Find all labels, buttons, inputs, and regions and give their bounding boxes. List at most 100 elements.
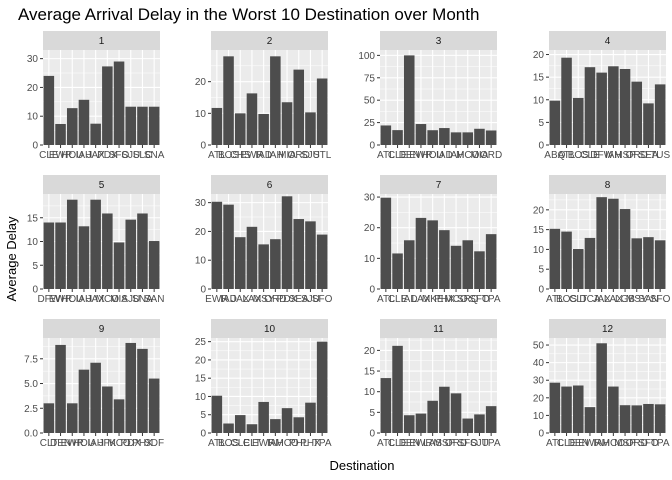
x-tick-label: CLE: [39, 150, 59, 161]
x-tick-label: IAH: [605, 150, 622, 161]
x-tick-label: JAX: [86, 150, 105, 161]
y-tick-label: 5: [538, 118, 544, 129]
facet-strip: [43, 31, 160, 50]
y-tick-label: 25: [195, 337, 207, 348]
bar: [78, 99, 90, 145]
bar: [148, 241, 160, 289]
facet-strip-label: 8: [605, 180, 611, 191]
bar: [234, 237, 246, 289]
bar: [246, 226, 258, 289]
facet-strip-label: 4: [605, 36, 611, 47]
bar: [549, 228, 561, 289]
x-tick-label: DFW: [37, 294, 60, 305]
x-tick-label: HOU: [422, 150, 444, 161]
x-tick-label: MSP: [614, 150, 636, 161]
facet-panel: 9 0.0 2.5 5.0 7.5 CLTDENEWRHOUIAHJFKMCOPDXPHX…: [24, 319, 164, 449]
bar: [584, 407, 596, 433]
y-tick-label: 0: [538, 429, 544, 440]
bar: [380, 125, 392, 145]
x-tick-label: IAH: [593, 438, 610, 449]
facet-strip: [211, 175, 328, 194]
bar: [462, 132, 474, 145]
x-tick-label: SEA: [638, 150, 658, 161]
x-tick-label: EWR: [205, 294, 228, 305]
facet-strip-label: 11: [433, 324, 444, 335]
bar: [125, 342, 137, 433]
facet-strip: [549, 319, 666, 338]
y-tick-label: 0: [369, 141, 375, 152]
facet-strip: [549, 175, 666, 194]
bar: [427, 400, 438, 433]
bar: [619, 405, 631, 433]
x-tick-label: LAX: [604, 294, 623, 305]
y-tick-label: 0: [200, 141, 206, 152]
x-tick-label: EWR: [49, 150, 72, 161]
x-tick-label: SFO: [638, 438, 659, 449]
x-tick-label: MSP: [614, 438, 636, 449]
bar: [316, 234, 328, 289]
y-tick-label: 0: [32, 285, 38, 296]
x-tick-label: IAD: [401, 294, 418, 305]
bar: [66, 108, 78, 145]
x-tick-label: IAH: [87, 438, 104, 449]
x-tick-label: ORD: [264, 294, 286, 305]
y-tick-label: 0: [200, 285, 206, 296]
facet-strip: [211, 31, 328, 50]
x-tick-label: HOU: [61, 150, 83, 161]
bar: [66, 403, 78, 433]
x-tick-label: SAN: [638, 294, 659, 305]
bar: [403, 240, 415, 289]
x-tick-label: DEN: [399, 150, 420, 161]
x-tick-label: ORD: [288, 150, 310, 161]
x-tick-label: SDF: [144, 438, 164, 449]
facet-strip-label: 5: [99, 180, 105, 191]
x-tick-label: MSP: [434, 438, 456, 449]
y-tick-label: 2.5: [24, 404, 38, 415]
x-tick-label: PDX: [120, 438, 141, 449]
x-tick-label: TPA: [482, 294, 501, 305]
bar: [450, 132, 462, 145]
x-tick-label: LAX: [242, 294, 261, 305]
x-tick-label: LAX: [411, 294, 430, 305]
y-tick-label: 20: [533, 393, 545, 404]
x-tick-label: SJU: [121, 294, 140, 305]
bar: [643, 237, 654, 289]
bar: [43, 222, 55, 289]
y-tick-label: 0: [32, 141, 38, 152]
y-tick-label: 50: [533, 341, 545, 352]
x-tick-label: PHX: [300, 438, 321, 449]
bar: [113, 61, 125, 145]
x-tick-label: CLE: [580, 150, 600, 161]
x-tick-label: CLE: [557, 438, 577, 449]
x-tick-label: MCO: [107, 438, 131, 449]
x-tick-label: ORD: [626, 438, 648, 449]
bar: [234, 113, 246, 145]
y-tick-label: 20: [533, 205, 545, 216]
x-tick-label: TPA: [313, 438, 332, 449]
bar: [462, 418, 474, 433]
bar: [270, 419, 281, 433]
x-tick-label: ATL: [377, 438, 395, 449]
facet-panel: 3 0 25 50 75 100 ATLCLEDENEWRHOUIADIAHMCOMIAOR…: [358, 31, 502, 161]
x-tick-label: SEA: [289, 294, 309, 305]
y-tick-label: 10: [533, 245, 545, 256]
x-tick-label: SNA: [132, 294, 153, 305]
bar: [392, 345, 403, 433]
y-tick-label: 15: [533, 225, 545, 236]
x-tick-label: IAD: [220, 294, 237, 305]
facet-strip: [549, 31, 666, 50]
y-tick-label: 75: [364, 73, 376, 84]
bar: [631, 405, 643, 433]
bar: [450, 393, 462, 433]
y-tick-label: 15: [195, 374, 207, 385]
y-tick-label: 20: [27, 83, 39, 94]
facet-strip: [380, 175, 497, 194]
facet-strip-label: 3: [436, 36, 442, 47]
bar: [403, 55, 415, 145]
y-tick-label: 100: [358, 51, 375, 62]
bar: [102, 386, 113, 433]
x-tick-label: BOS: [218, 438, 239, 449]
